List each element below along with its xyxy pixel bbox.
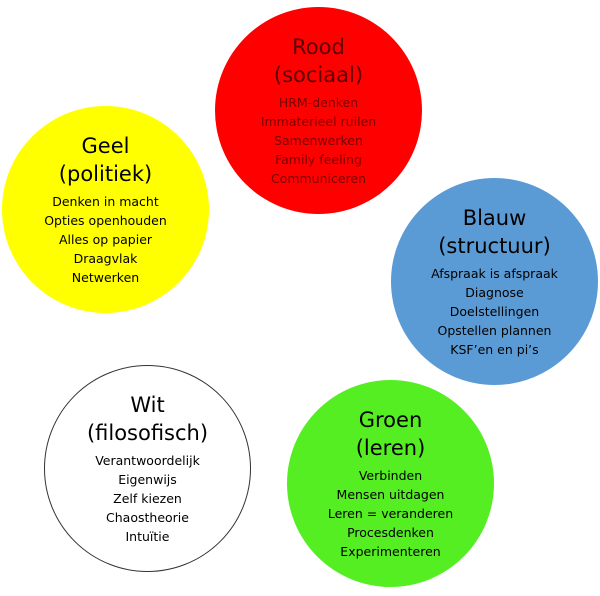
list-item: Intuïtie — [125, 529, 170, 544]
list-item: Leren = veranderen — [327, 506, 454, 521]
circle-rood: Rood (sociaal) HRM-denken Immaterieel ru… — [215, 7, 422, 214]
circle-title: Blauw — [462, 206, 527, 230]
list-item: Denken in macht — [52, 194, 159, 209]
list-item: Chaostheorie — [106, 510, 189, 525]
list-item: Diagnose — [465, 285, 524, 300]
circle-item-list: Afspraak is afspraak Diagnose Doelstelli… — [431, 264, 558, 359]
list-item: Verbinden — [358, 468, 423, 483]
circle-item-list: Verbinden Mensen uitdagen Leren = verand… — [328, 466, 453, 561]
circle-subtitle: (structuur) — [438, 234, 551, 258]
circle-item-list: Verantwoordelijk Eigenwijs Zelf kiezen C… — [95, 451, 200, 546]
list-item: Communiceren — [270, 171, 367, 186]
list-item: HRM-denken — [278, 95, 359, 110]
circle-groen: Groen (leren) Verbinden Mensen uitdagen … — [287, 380, 494, 587]
circle-wit: Wit (filosofisch) Verantwoordelijk Eigen… — [44, 365, 251, 572]
list-item: Immaterieel ruilen — [260, 114, 377, 129]
list-item: Draagvlak — [73, 251, 138, 266]
list-item: Netwerken — [71, 270, 140, 285]
list-item: Doelstellingen — [449, 304, 540, 319]
circle-item-list: HRM-denken Immaterieel ruilen Samenwerke… — [261, 93, 376, 188]
list-item: KSF’en en pi’s — [450, 342, 539, 357]
circle-subtitle: (leren) — [355, 436, 426, 460]
list-item: Opstellen plannen — [437, 323, 552, 338]
circle-title: Geel — [81, 134, 130, 158]
circle-geel: Geel (politiek) Denken in macht Opties o… — [2, 106, 209, 313]
circle-subtitle: (sociaal) — [273, 63, 364, 87]
list-item: Eigenwijs — [118, 472, 177, 487]
circle-subtitle: (filosofisch) — [86, 421, 209, 445]
list-item: Opties openhouden — [44, 213, 167, 228]
circle-title: Wit — [130, 393, 165, 417]
list-item: Samenwerken — [274, 133, 363, 148]
circle-title: Rood — [292, 35, 345, 59]
list-item: Family feeling — [275, 152, 362, 167]
circle-item-list: Denken in macht Opties openhouden Alles … — [44, 192, 167, 287]
circle-title: Groen — [358, 408, 423, 432]
list-item: Verantwoordelijk — [95, 453, 200, 468]
list-item: Mensen uitdagen — [336, 487, 445, 502]
list-item: Zelf kiezen — [113, 491, 182, 506]
list-item: Alles op papier — [58, 232, 153, 247]
list-item: Experimenteren — [340, 544, 441, 559]
circle-blauw: Blauw (structuur) Afspraak is afspraak D… — [391, 178, 598, 385]
list-item: Procesdenken — [347, 525, 434, 540]
circle-subtitle: (politiek) — [58, 162, 153, 186]
list-item: Afspraak is afspraak — [431, 266, 558, 281]
